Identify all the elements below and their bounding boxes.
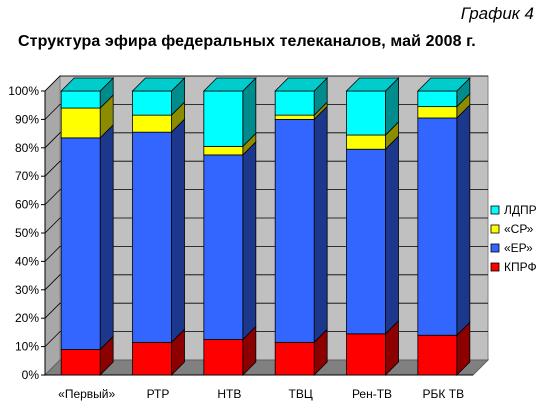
bar-segment <box>132 114 172 133</box>
bar-top <box>345 77 400 92</box>
bar-segment <box>346 333 386 376</box>
y-tick-label: 90% <box>15 112 39 126</box>
x-tick-label: «Первый» <box>58 387 115 401</box>
chart-title: Структура эфира федеральных телеканалов,… <box>18 33 476 50</box>
legend-label: ЛДПР <box>504 203 537 217</box>
gridline <box>44 274 488 291</box>
x-tick-label: НТВ <box>217 387 241 401</box>
y-tick-label: 40% <box>15 254 39 268</box>
bar-segment <box>417 117 458 336</box>
bar-segment <box>132 341 172 376</box>
gridline <box>44 245 488 262</box>
bar-segment <box>203 339 244 376</box>
bar-segment <box>60 349 101 376</box>
bar-segment <box>346 148 386 335</box>
bar-segment <box>132 131 172 343</box>
bar-side <box>313 105 328 344</box>
bar-segment <box>60 107 101 139</box>
x-tick-label: Рен-ТВ <box>352 387 392 401</box>
bar-segment <box>203 90 244 147</box>
bar-segment <box>346 90 386 136</box>
legend-swatch <box>490 205 500 215</box>
y-tick-label: 50% <box>15 226 39 240</box>
gridline <box>44 160 488 177</box>
gridline <box>44 302 488 319</box>
gridline <box>44 189 488 205</box>
bar-segment <box>203 154 244 340</box>
bar-side <box>242 140 257 341</box>
y-tick-label: 0% <box>22 368 40 382</box>
gridline <box>44 217 488 234</box>
y-tick-label: 10% <box>15 340 39 354</box>
bar-top <box>202 77 257 92</box>
legend-label: КПРФ <box>504 260 537 274</box>
gridline <box>44 104 488 120</box>
bar-segment <box>132 90 172 116</box>
x-tick-label: РБК ТВ <box>423 387 465 401</box>
bar-segment <box>417 106 458 119</box>
gridline <box>44 132 488 149</box>
bar-segment <box>274 119 315 343</box>
bar-segment <box>274 90 315 116</box>
bar-segment <box>274 341 315 376</box>
legend-label: «ЕР» <box>504 241 533 255</box>
gridline <box>44 331 488 347</box>
y-tick-label: 70% <box>15 169 39 183</box>
gridline <box>44 75 488 92</box>
bar-top <box>416 77 471 92</box>
bar-segment <box>274 114 315 120</box>
bar-side <box>171 118 185 344</box>
x-tick-label: РТР <box>147 387 170 401</box>
bar-segment <box>417 90 458 108</box>
bar-top <box>274 77 329 92</box>
bar-segment <box>417 334 458 376</box>
y-tick-label: 20% <box>15 311 39 325</box>
bar-side <box>456 104 471 337</box>
legend-swatch <box>490 224 500 234</box>
bar-top <box>131 77 186 92</box>
y-tick-label: 100% <box>8 84 39 98</box>
bar-side <box>99 123 114 351</box>
legend-label: «СР» <box>504 222 534 236</box>
bar-segment <box>346 134 386 150</box>
y-tick-label: 80% <box>15 141 39 155</box>
bar-segment <box>60 137 101 350</box>
y-tick-label: 60% <box>15 198 39 212</box>
bar-top <box>60 77 115 92</box>
x-tick-label: ТВЦ <box>289 387 313 401</box>
y-tick-label: 30% <box>15 283 39 297</box>
bar-side <box>385 135 399 335</box>
bar-segment <box>60 90 101 109</box>
legend-swatch <box>490 262 500 272</box>
bar-segment <box>203 145 244 156</box>
chart-number-label: График 4 <box>460 4 534 23</box>
legend-swatch <box>490 243 500 253</box>
